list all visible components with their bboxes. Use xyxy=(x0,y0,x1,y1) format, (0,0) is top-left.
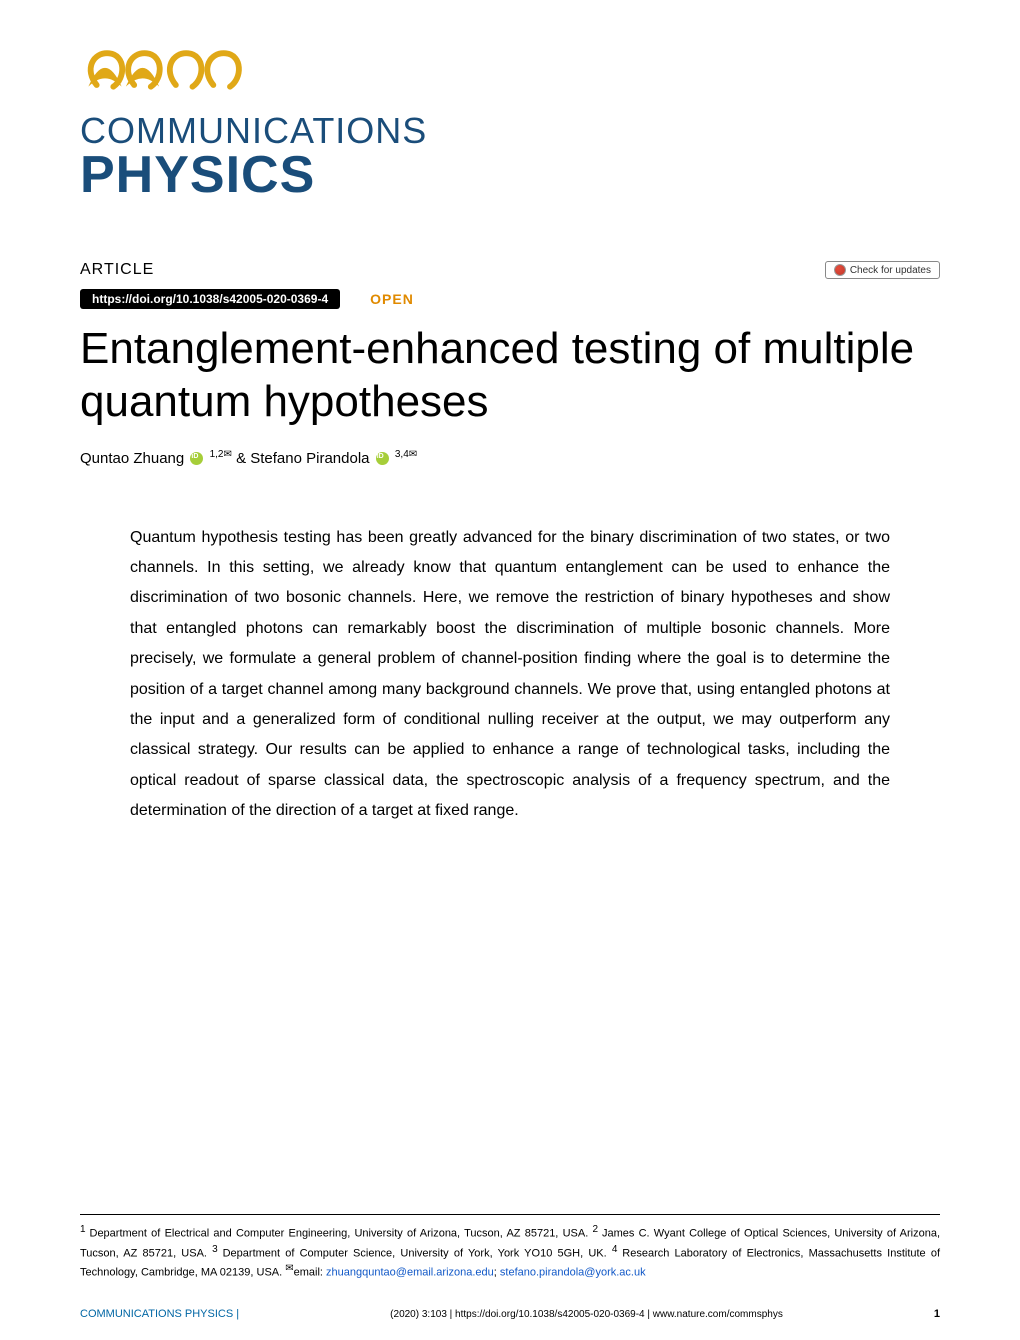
abstract-text: Quantum hypothesis testing has been grea… xyxy=(130,523,890,827)
open-access-label: OPEN xyxy=(370,291,414,307)
author-list: Quntao Zhuang 1,2✉ & Stefano Pirandola 3… xyxy=(80,449,940,467)
mail-icon: ✉ xyxy=(409,449,417,460)
corresponding-email-1[interactable]: zhuangquntao@email.arizona.edu xyxy=(326,1267,494,1279)
author-1-name[interactable]: Quntao Zhuang xyxy=(80,450,184,467)
affil-3: Department of Computer Science, Universi… xyxy=(223,1247,607,1259)
author-2-affil-sup: 3,4 xyxy=(395,449,409,460)
doi-row: https://doi.org/10.1038/s42005-020-0369-… xyxy=(80,289,940,309)
footer-journal-label: COMMUNICATIONS PHYSICS xyxy=(80,1308,233,1320)
orcid-icon[interactable] xyxy=(190,452,203,465)
affil-sup-4: 4 xyxy=(612,1244,622,1255)
email-label: email: xyxy=(294,1267,326,1279)
logo-text-line1: COMMUNICATIONS xyxy=(80,113,940,149)
corresponding-email-2[interactable]: stefano.pirandola@york.ac.uk xyxy=(500,1267,646,1279)
page-footer: COMMUNICATIONS PHYSICS | (2020) 3:103 | … xyxy=(80,1308,940,1320)
journal-logo: COMMUNICATIONS PHYSICS xyxy=(80,40,940,201)
doi-pill[interactable]: https://doi.org/10.1038/s42005-020-0369-… xyxy=(80,289,340,309)
footer-citation: (2020) 3:103 | https://doi.org/10.1038/s… xyxy=(390,1309,783,1320)
footer-journal-name: COMMUNICATIONS PHYSICS | xyxy=(80,1308,239,1320)
author-separator: & xyxy=(236,450,250,467)
author-2-name[interactable]: Stefano Pirandola xyxy=(250,450,369,467)
crossmark-icon xyxy=(834,264,846,276)
logo-swish-icon xyxy=(80,40,280,100)
check-updates-button[interactable]: Check for updates xyxy=(825,261,940,279)
article-header-row: ARTICLE Check for updates xyxy=(80,261,940,279)
mail-icon: ✉ xyxy=(285,1262,293,1277)
mail-icon: ✉ xyxy=(224,449,232,460)
author-1-affil-sup: 1,2 xyxy=(210,449,224,460)
affil-1: Department of Electrical and Computer En… xyxy=(90,1228,589,1240)
page-number: 1 xyxy=(934,1308,940,1320)
affil-sup-1: 1 xyxy=(80,1224,90,1235)
affiliations-block: 1 Department of Electrical and Computer … xyxy=(80,1214,940,1282)
affil-sup-3: 3 xyxy=(212,1244,222,1255)
affil-sup-2: 2 xyxy=(592,1224,602,1235)
logo-text-line2: PHYSICS xyxy=(80,149,940,201)
article-type-label: ARTICLE xyxy=(80,261,154,279)
article-title: Entanglement-enhanced testing of multipl… xyxy=(80,323,940,429)
check-updates-label: Check for updates xyxy=(850,265,931,276)
orcid-icon[interactable] xyxy=(376,452,389,465)
